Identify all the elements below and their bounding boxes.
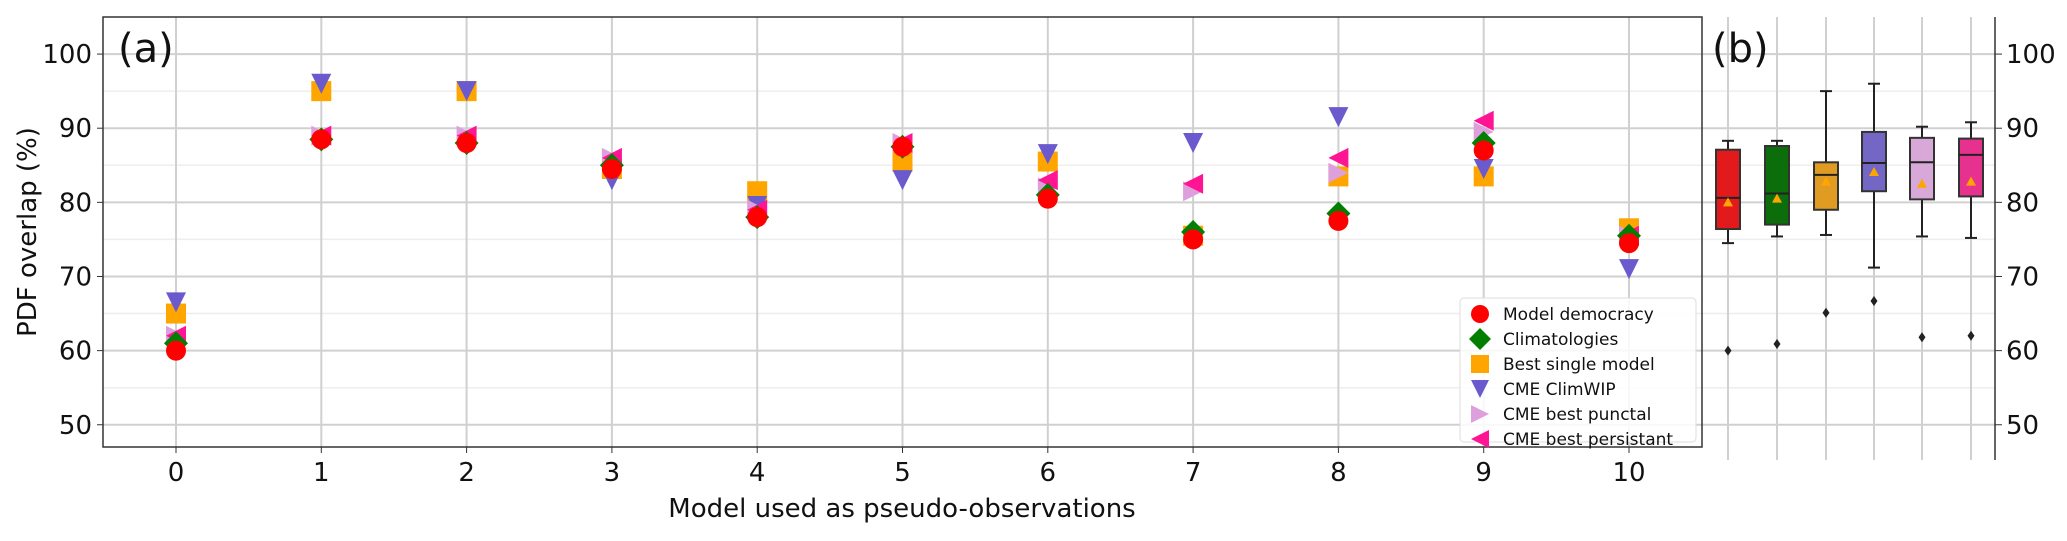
y-tick-label: 80 xyxy=(2006,188,2039,218)
legend-label: CME ClimWIP xyxy=(1503,380,1616,400)
panel-a-label: (a) xyxy=(118,26,174,72)
marker-cme-best-persistant xyxy=(1183,173,1204,194)
panel-b-axis-ticks: 50 60 70 80 90 100 xyxy=(1995,40,2056,441)
mean-marker xyxy=(1821,176,1831,186)
x-tick-label: 1 xyxy=(313,458,330,488)
marker-cme-climwip xyxy=(1328,107,1349,128)
marker-cme-climwip xyxy=(1619,259,1639,280)
legend-label: CME best persistant xyxy=(1503,430,1673,450)
legend-marker xyxy=(1471,405,1489,423)
marker-cme-climwip xyxy=(1183,133,1204,154)
marker-cme-best-persistant xyxy=(1037,170,1058,191)
x-tick-label: 10 xyxy=(1612,458,1645,488)
mean-marker xyxy=(1917,178,1927,188)
y-tick-label: 90 xyxy=(2006,114,2039,144)
marker-cme-best-persistant xyxy=(1473,110,1494,131)
box-best-single-model xyxy=(1813,161,1839,211)
legend-marker xyxy=(1469,328,1491,350)
y-tick-label: 70 xyxy=(59,262,92,292)
legend-marker xyxy=(1471,380,1489,398)
mean-marker xyxy=(1869,166,1879,176)
panel-a-grid xyxy=(103,17,1702,447)
legend-marker xyxy=(1471,355,1489,373)
mean-marker xyxy=(1966,176,1976,186)
y-tick-label: 60 xyxy=(59,337,92,367)
marker-model-democracy xyxy=(1037,188,1058,209)
marker-model-democracy xyxy=(892,136,913,157)
x-tick-label: 4 xyxy=(749,458,766,488)
legend-label: Climatologies xyxy=(1503,330,1618,350)
y-tick-label: 60 xyxy=(2006,337,2039,367)
y-tick-label: 80 xyxy=(59,188,92,218)
marker-cme-best-persistant xyxy=(1328,147,1349,168)
mean-marker xyxy=(1772,193,1782,203)
marker-model-democracy xyxy=(1473,140,1494,161)
panel-a-markers xyxy=(164,73,1641,361)
marker-model-democracy xyxy=(1619,233,1639,254)
marker-cme-best-punctal xyxy=(1328,162,1349,183)
marker-model-democracy xyxy=(456,133,477,154)
outlier-marker xyxy=(1967,330,1975,341)
x-tick-label: 5 xyxy=(894,458,911,488)
panel-b-boxes xyxy=(1715,82,1984,356)
x-tick-label: 7 xyxy=(1185,458,1202,488)
box-climatologies xyxy=(1764,145,1790,226)
outlier-marker xyxy=(1822,307,1830,318)
box-model-democracy xyxy=(1715,148,1741,231)
legend-marker xyxy=(1471,305,1489,323)
y-tick-label: 100 xyxy=(42,40,92,70)
x-tick-label: 0 xyxy=(168,458,185,488)
legend-label: CME best punctal xyxy=(1503,405,1651,425)
outlier-marker xyxy=(1724,345,1732,356)
legend-box xyxy=(1459,297,1697,443)
marker-model-democracy xyxy=(1328,210,1349,231)
legend-marker xyxy=(1471,430,1489,448)
x-tick-label: 8 xyxy=(1330,458,1347,488)
y-tick-label: 50 xyxy=(59,411,92,441)
legend-label: Best single model xyxy=(1503,355,1655,375)
x-tick-label: 6 xyxy=(1040,458,1057,488)
y-tick-label: 50 xyxy=(2006,411,2039,441)
marker-model-democracy xyxy=(747,207,768,228)
marker-cme-climwip xyxy=(456,81,477,102)
box-cme-climwip xyxy=(1861,130,1887,193)
marker-cme-climwip xyxy=(311,73,332,94)
outlier-marker xyxy=(1773,338,1781,349)
x-axis-label: Model used as pseudo-observations xyxy=(668,494,1135,524)
legend: Model democracy Climatologies Best single … xyxy=(1459,297,1697,450)
marker-model-democracy xyxy=(166,340,186,361)
x-tick-label: 9 xyxy=(1475,458,1492,488)
outlier-marker xyxy=(1918,332,1926,343)
y-tick-label: 90 xyxy=(59,114,92,144)
marker-best-single-model xyxy=(166,303,186,324)
marker-cme-climwip xyxy=(892,170,913,191)
marker-cme-climwip xyxy=(1037,144,1058,165)
box-cme-best-punctal xyxy=(1909,136,1935,201)
legend-label: Model democracy xyxy=(1503,305,1654,325)
y-tick-label: 100 xyxy=(2006,40,2056,70)
y-tick-label: 70 xyxy=(2006,262,2039,292)
panel-b-label: (b) xyxy=(1712,26,1769,72)
marker-cme-climwip xyxy=(166,292,186,313)
outlier-marker xyxy=(1870,295,1878,306)
y-axis-label: PDF overlap (%) xyxy=(13,127,43,337)
marker-model-democracy xyxy=(1183,229,1204,250)
mean-marker xyxy=(1723,197,1733,207)
x-tick-label: 2 xyxy=(458,458,475,488)
marker-model-democracy xyxy=(601,158,622,179)
marker-cme-climwip xyxy=(1473,158,1494,179)
box-cme-best-persistant xyxy=(1958,137,1984,198)
marker-best-single-model xyxy=(892,151,913,172)
panel-a-axis-ticks: 50 60 70 80 90 100 0 1 2 3 4 5 6 7 8 9 10 xyxy=(42,40,1645,488)
panel-b-grid xyxy=(1702,17,1995,460)
marker-model-democracy xyxy=(311,129,332,150)
x-tick-label: 3 xyxy=(604,458,621,488)
